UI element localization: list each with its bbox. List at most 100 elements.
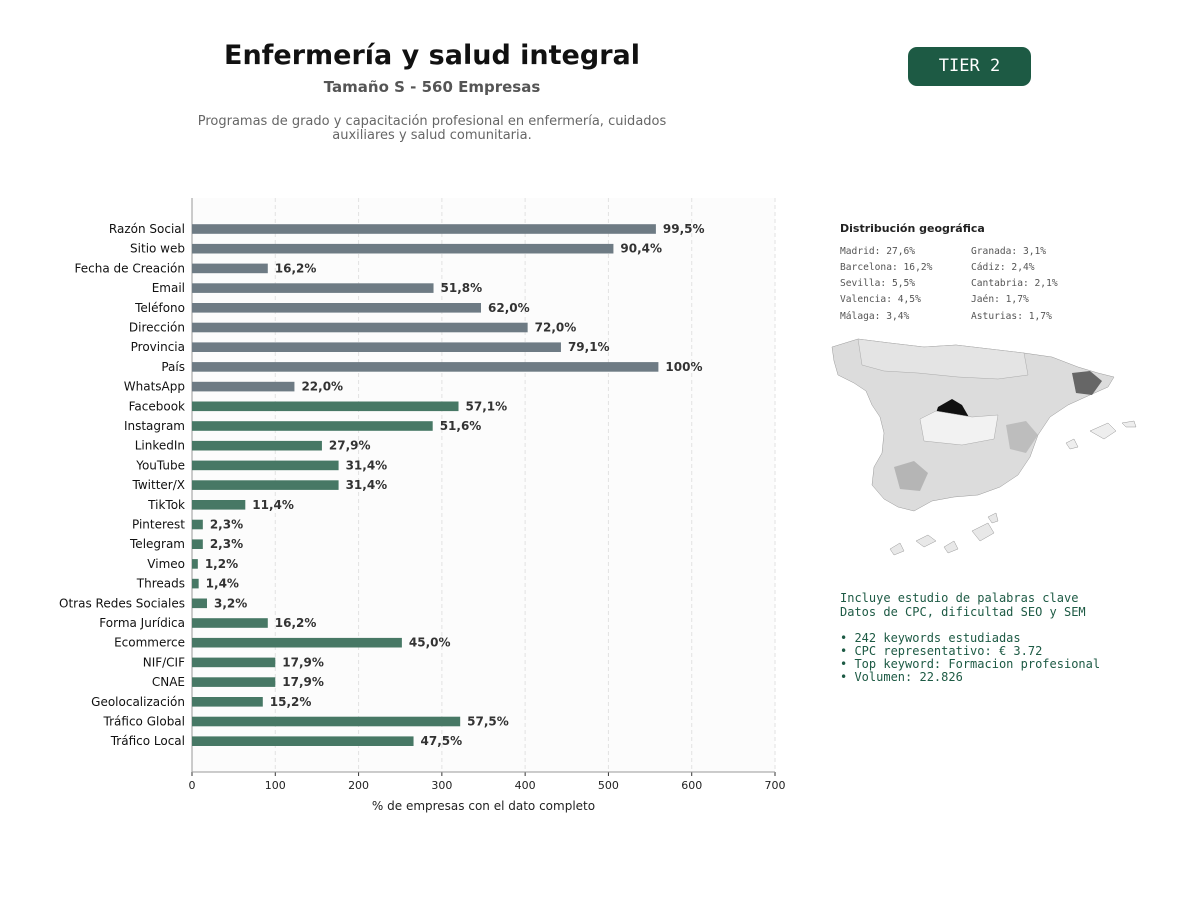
x-tick-label: 300 [431,779,452,792]
bar [192,677,276,687]
bar [192,598,207,609]
map-balearic-2 [1065,438,1079,450]
category-label: CNAE [152,675,185,689]
data-label: 99,5% [663,222,705,236]
keywords-bullet: • 242 keywords estudiadas [840,631,1021,645]
category-label: Sitio web [130,242,185,256]
geo-item: Cantabria: 2,1% [971,278,1058,289]
category-label: Geolocalización [91,695,185,709]
map-balearic-3 [1121,420,1137,428]
map-valencia [1006,421,1038,453]
data-label: 3,2% [214,596,247,610]
data-label: 57,5% [467,715,509,729]
bar [192,578,199,589]
bar [192,559,198,569]
bar [192,263,268,274]
category-label: Twitter/X [132,478,185,492]
data-label: 47,5% [421,734,463,748]
bar [192,736,414,746]
data-label: 79,1% [568,340,610,354]
data-label: 1,2% [205,557,238,571]
data-label: 51,8% [441,281,483,295]
map-canary-4 [971,522,995,542]
category-label: Forma Jurídica [99,616,185,630]
map-canary-1 [889,542,905,556]
tier-badge: TIER 2 [908,47,1031,86]
description-line-1: Programas de grado y capacitación profes… [197,114,667,129]
geo-item: Sevilla: 5,5% [840,278,916,289]
geo-item: Valencia: 4,5% [840,294,921,305]
data-label: 100% [665,360,702,374]
category-label: Teléfono [134,301,185,315]
bar [192,303,482,313]
category-label: WhatsApp [124,380,185,394]
bar [192,283,434,293]
bar [192,401,459,412]
data-label: 2,3% [210,537,243,551]
category-label: Provincia [131,340,185,354]
data-label: 16,2% [275,261,317,275]
geo-item: Madrid: 27,6% [840,246,916,257]
geo-item: Granada: 3,1% [971,246,1047,257]
map-canary-3 [943,540,959,554]
data-label: 45,0% [409,636,451,650]
bar [192,519,203,530]
category-label: Ecommerce [114,636,185,650]
bar-chart: 0 100 200 300 400 500 600 700 Razón Social 99,5% S… [59,198,786,813]
data-label: 11,4% [252,498,294,512]
category-label: Tráfico Global [103,715,185,729]
page-title: Enfermería y salud integral [224,40,640,71]
bar [192,480,339,490]
x-tick-label: 500 [598,779,619,792]
category-label: Dirección [129,321,185,335]
map-balearic-1 [1089,422,1117,440]
bar [192,243,614,254]
data-label: 17,9% [282,655,324,669]
bar [192,460,339,471]
geo-item: Cádiz: 2,4% [971,262,1035,273]
bar [192,342,561,352]
x-tick-label: 200 [348,779,369,792]
x-tick-label: 400 [515,779,536,792]
keywords-line-2: Datos de CPC, dificultad SEO y SEM [840,605,1086,619]
bar [192,421,433,431]
data-label: 1,4% [206,577,239,591]
category-label: LinkedIn [135,439,185,453]
bar [192,697,263,707]
data-label: 31,4% [346,478,388,492]
map-castilla [919,410,999,446]
category-label: Threads [136,577,185,591]
category-label: Email [152,281,185,295]
geo-item: Barcelona: 16,2% [840,262,933,273]
spain-map [831,338,1137,556]
data-label: 31,4% [346,458,388,472]
data-label: 51,6% [440,419,482,433]
keywords-bullet: • Top keyword: Formacion profesional [840,657,1101,671]
geo-item: Jaén: 1,7% [971,294,1029,305]
category-label: TikTok [147,498,185,512]
data-label: 62,0% [488,301,530,315]
x-tick-label: 0 [189,779,196,792]
data-label: 16,2% [275,616,317,630]
map-barcelona [1072,371,1102,395]
category-label: Razón Social [109,222,185,236]
bar [192,637,402,648]
bar [192,539,203,549]
category-label: Telegram [129,537,185,551]
bar [192,224,656,234]
category-label: Pinterest [132,518,185,532]
category-label: Tráfico Local [110,734,185,748]
geo-item: Asturias: 1,7% [971,311,1052,322]
x-axis-title: % de empresas con el dato completo [372,799,595,813]
x-tick-label: 600 [681,779,702,792]
bar [192,618,268,628]
category-label: Facebook [129,399,185,413]
map-sevilla [894,461,928,491]
description-line-2: auxiliares y salud comunitaria. [332,128,532,143]
data-label: 72,0% [535,321,577,335]
page-subtitle: Tamaño S - 560 Empresas [323,78,541,96]
category-label: País [161,360,185,374]
page-description: Programas de grado y capacitación profes… [190,115,674,143]
bar [192,440,322,451]
bar [192,362,659,372]
